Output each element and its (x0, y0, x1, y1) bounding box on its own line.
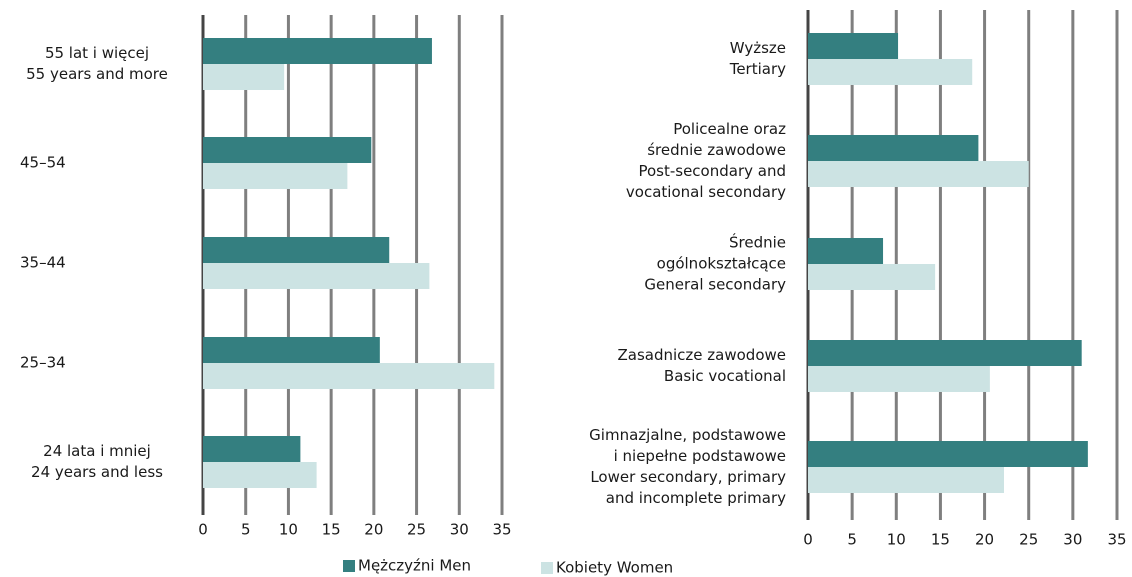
category-label: Wyższe (730, 39, 786, 57)
x-tick-label: 25 (407, 521, 426, 539)
bar (808, 264, 936, 290)
category-label: Średnie (729, 233, 786, 252)
x-tick-label: 35 (1107, 531, 1126, 549)
x-tick-label: 15 (931, 531, 950, 549)
bar (808, 161, 1029, 187)
bar (203, 38, 432, 64)
bar (203, 462, 317, 488)
bar (203, 237, 390, 263)
bar (808, 238, 884, 264)
category-label: Zasadnicze zawodowe (618, 346, 787, 364)
x-tick-label: 35 (492, 521, 511, 539)
category-label: Gimnazjalne, podstawowe (589, 426, 786, 444)
x-tick-label: 0 (198, 521, 208, 539)
legend-label: Kobiety Women (556, 559, 673, 577)
category-label: Basic vocational (664, 367, 786, 385)
bar (808, 59, 973, 85)
category-label: Policealne oraz (673, 120, 786, 138)
category-label: i niepełne podstawowe (614, 447, 786, 465)
x-tick-label: 30 (450, 521, 469, 539)
x-tick-label: 25 (1019, 531, 1038, 549)
bar (203, 163, 348, 189)
legend-label: Mężczyźni Men (358, 557, 471, 575)
category-label: 55 lat i więcej (45, 44, 149, 62)
bar (203, 337, 380, 363)
x-tick-label: 5 (241, 521, 251, 539)
bar (203, 436, 301, 462)
category-label: 45–54 (20, 154, 66, 172)
bar (808, 467, 1004, 493)
x-tick-label: 10 (279, 521, 298, 539)
bar (203, 137, 372, 163)
category-label: 25–34 (20, 354, 66, 372)
bar (808, 366, 990, 392)
x-tick-label: 30 (1063, 531, 1082, 549)
category-label: średnie zawodowe (647, 141, 786, 159)
bar (808, 33, 899, 59)
x-tick-label: 5 (847, 531, 857, 549)
category-label: Post-secondary and (638, 162, 786, 180)
category-label: Tertiary (729, 60, 786, 78)
legend-swatch (541, 562, 553, 574)
bar (808, 441, 1088, 467)
bar (203, 64, 285, 90)
x-tick-label: 20 (975, 531, 994, 549)
category-label: 35–44 (20, 254, 66, 272)
category-label: 55 years and more (26, 65, 168, 83)
category-label: Lower secondary, primary (590, 468, 786, 486)
bar (203, 363, 495, 389)
x-tick-label: 15 (322, 521, 341, 539)
x-tick-label: 20 (364, 521, 383, 539)
category-label: 24 lata i mniej (43, 442, 151, 460)
bar (808, 340, 1082, 366)
bar (808, 135, 979, 161)
x-tick-label: 0 (803, 531, 813, 549)
category-label: and incomplete primary (606, 489, 786, 507)
category-label: vocational secondary (626, 183, 786, 201)
x-tick-label: 10 (887, 531, 906, 549)
bar (203, 263, 430, 289)
legend-swatch (343, 560, 355, 572)
category-label: ogólnokształcące (657, 255, 786, 273)
category-label: General secondary (644, 276, 786, 294)
category-label: 24 years and less (31, 463, 163, 481)
